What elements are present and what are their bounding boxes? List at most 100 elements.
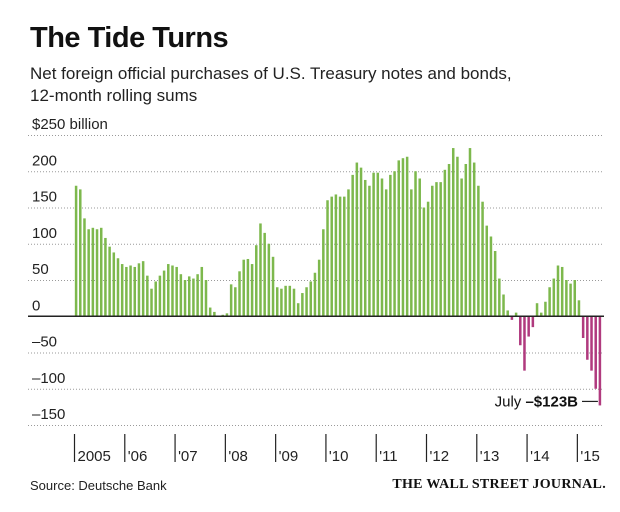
bar [556,265,560,317]
bar [292,288,296,317]
bar [581,316,585,338]
bar [380,178,384,317]
bar [154,281,157,317]
bar [187,276,191,317]
bar [326,200,329,317]
bar [309,281,313,317]
publisher-logo: THE WALL STREET JOURNAL. [392,477,606,492]
bar [586,316,589,360]
bar [95,229,99,317]
bar [359,167,363,317]
bar [506,310,509,317]
bar [405,156,409,317]
x-tick-label: '13 [480,448,500,465]
bar [355,162,359,317]
bar [451,148,455,317]
bar [137,263,141,317]
bar [234,287,237,317]
x-tick-label: '12 [430,448,450,465]
bar [523,316,526,371]
x-tick-label: 2005 [78,448,111,465]
annotation: July –$123B [495,393,598,410]
bar [259,223,262,317]
bar [313,272,317,317]
x-tick-label: '15 [580,448,600,465]
bar [200,266,204,317]
bar [192,278,195,317]
bar [129,265,132,317]
bar [87,229,90,317]
bar [133,266,137,317]
y-tick-label: 50 [32,261,49,278]
bar [347,189,350,317]
chart-title: The Tide Turns [30,22,229,54]
bar [79,189,82,317]
bar [179,274,183,317]
bar [204,280,208,317]
bar [74,185,78,317]
bar [447,164,451,317]
bar [485,225,489,317]
bar [569,283,572,317]
bar [468,148,472,317]
bar [590,316,593,371]
bar [108,246,111,317]
bar [422,207,426,317]
bar [288,285,292,317]
bar [229,284,233,317]
x-tick-label: '07 [178,448,198,465]
bar [535,303,539,317]
bar [213,311,216,317]
annotation-label: July –$123B [495,393,579,410]
x-tick-label: '14 [530,448,550,465]
bar [267,243,271,317]
bar [284,285,287,317]
bar [162,270,166,317]
bar [255,245,258,317]
subtitle-line-2: 12-month rolling sums [30,86,198,105]
bar [393,171,396,317]
bar [426,201,430,317]
tick-labels: $250 billion 200 150 100 50 0 –50 –100 –150 2005 '… [32,116,600,465]
bar [498,278,501,317]
bar [99,227,103,317]
bar [573,280,577,317]
annotation-prefix: July [495,393,526,410]
bar [414,171,417,317]
bar [141,261,145,317]
bar [594,316,597,389]
bars [74,148,602,406]
bar [263,232,266,317]
annotation-value: –$123B [525,393,578,410]
gridlines [28,135,604,426]
bar [104,237,107,317]
subtitle-line-1: Net foreign official purchases of U.S. T… [30,64,512,83]
y-tick-label: –100 [32,370,65,387]
bar [296,303,300,317]
bar [250,264,254,317]
x-tick-label: '10 [329,448,349,465]
bar [196,274,199,317]
bar [489,236,493,317]
x-tick-label: '08 [228,448,248,465]
bar [548,287,551,317]
bar [305,287,308,317]
bar [531,316,535,328]
bar [322,229,325,317]
bar [435,182,438,317]
source-note: Source: Deutsche Bank [30,478,167,493]
y-tick-label: 0 [32,297,40,314]
bar [351,174,354,317]
bar [280,288,283,317]
bar [338,196,342,317]
x-tick-label: '11 [379,448,397,465]
y-tick-label: 200 [32,152,57,169]
bar [158,275,162,317]
bar [246,258,250,317]
bar [443,169,447,317]
y-tick-label: –50 [32,334,57,351]
bar [456,156,459,317]
bar [527,316,530,337]
chart-subtitle: Net foreign official purchases of U.S. T… [30,63,590,107]
